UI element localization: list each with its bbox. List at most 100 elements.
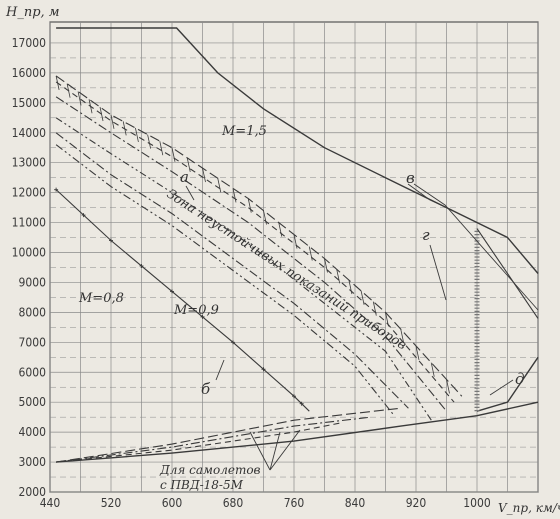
zone-hatch (360, 290, 365, 305)
series-bottom (56, 401, 539, 463)
y-tick-label: 5000 (19, 395, 47, 409)
zone-hatch (186, 157, 191, 172)
cross-mark (139, 263, 144, 268)
leader-line (489, 379, 514, 396)
zone-hatch (217, 178, 222, 193)
label-m08: M=0,8 (78, 291, 124, 306)
zone-hatch (293, 234, 298, 249)
zone-hatch (77, 91, 82, 106)
series-d (476, 356, 539, 412)
x-tick-label: 440 (40, 496, 61, 510)
zone-hatch (66, 83, 71, 98)
zone-hatch (415, 345, 420, 360)
cross-mark (81, 213, 86, 218)
leader-line (269, 429, 301, 471)
grid (49, 21, 539, 493)
y-tick-label: 11000 (12, 216, 46, 230)
leader-line (185, 185, 195, 201)
y-tick-label: 4000 (19, 425, 47, 439)
y-tick-label: 7000 (19, 335, 47, 349)
leader-line (429, 244, 447, 301)
zone-hatch (336, 269, 341, 284)
label-m09: M=0,9 (173, 303, 219, 318)
zone-hatch (430, 362, 435, 377)
cross-mark (54, 187, 59, 192)
y-tick-label: 2000 (19, 485, 47, 499)
y-tick-label: 8000 (19, 305, 47, 319)
zone-hatch (122, 121, 127, 136)
y-tick-label: 3000 (19, 455, 47, 469)
y-tick-label: 12000 (12, 186, 46, 200)
x-tick-label: 680 (223, 496, 244, 510)
zone-hatch (135, 127, 139, 143)
series-m09_line2 (55, 144, 394, 415)
series-low3 (56, 407, 401, 463)
label-g: г (422, 226, 430, 244)
note-line-1: Для самолетов (159, 463, 261, 477)
cross-mark (292, 394, 296, 399)
zone-label: Зона неустойчивых показаний приборов (164, 187, 409, 353)
zone-hatch (324, 258, 328, 273)
y-tick-label: 16000 (12, 66, 46, 80)
zone-hatch (278, 222, 283, 237)
y-tick-label: 17000 (12, 36, 46, 50)
series-zone_mid (55, 117, 432, 421)
y-tick-label: 14000 (12, 126, 46, 140)
series-m09_line (55, 132, 409, 409)
x-tick-label: 840 (345, 496, 366, 510)
x-tick-labels: 440 520 600 680 760 840 920 1000 (40, 496, 491, 510)
cross-mark (200, 314, 205, 319)
cross-mark (261, 367, 266, 372)
zone-hatch (55, 75, 60, 90)
y-tick-label: 6000 (19, 365, 47, 379)
zone-hatch (372, 301, 377, 316)
zone-hatch (232, 188, 237, 203)
y-tick-label: 15000 (12, 96, 46, 110)
zone-hatch (99, 106, 104, 122)
zone-hatch (159, 141, 164, 156)
zone-hatch (110, 114, 115, 129)
y-tick-label: 10000 (12, 246, 46, 260)
zone-hatch (263, 210, 267, 225)
series-v1 (476, 228, 539, 319)
zone-hatch (446, 379, 450, 394)
label-v: в (406, 169, 415, 187)
y-axis-label: H_пр, м (5, 5, 60, 20)
label-a: а (180, 168, 189, 186)
cross-mark (170, 289, 174, 294)
label-d: д (515, 370, 525, 388)
note-line-2: с ПВД-18-5М (160, 478, 244, 492)
zone-hatch (147, 134, 151, 149)
cross-mark (299, 401, 304, 406)
y-tick-label: 9000 (19, 275, 47, 289)
cross-mark (231, 340, 235, 345)
x-tick-label: 1000 (463, 496, 491, 510)
series-low1 (56, 422, 340, 463)
zone-hatch (88, 99, 93, 114)
leader-line (269, 431, 281, 471)
zone-hatch (247, 198, 252, 213)
series-zone_bottom (55, 96, 447, 412)
x-tick-label: 520 (101, 496, 122, 510)
zone-hatch (202, 168, 206, 183)
label-b: б (201, 380, 211, 398)
y-tick-label: 13000 (12, 156, 46, 170)
x-tick-label: 920 (406, 496, 427, 510)
cross-mark (109, 238, 113, 243)
leader-line (215, 359, 225, 381)
zone-hatch (348, 279, 353, 295)
leader-line (407, 183, 453, 211)
zone-hatch (385, 312, 389, 327)
label-m15: M=1,5 (221, 124, 267, 139)
series-m15 (56, 27, 539, 274)
series-lines (54, 27, 539, 471)
x-tick-label: 760 (284, 496, 305, 510)
y-tick-labels: 2000 3000 4000 5000 6000 7000 8000 9000 10000 110… (12, 36, 46, 499)
x-tick-label: 600 (162, 496, 183, 510)
x-axis-label: V_пр, км/ч (498, 501, 560, 515)
zone-hatch (171, 147, 176, 162)
zone-hatch (308, 246, 313, 261)
series-low2 (56, 416, 371, 463)
leader-line (413, 183, 539, 311)
